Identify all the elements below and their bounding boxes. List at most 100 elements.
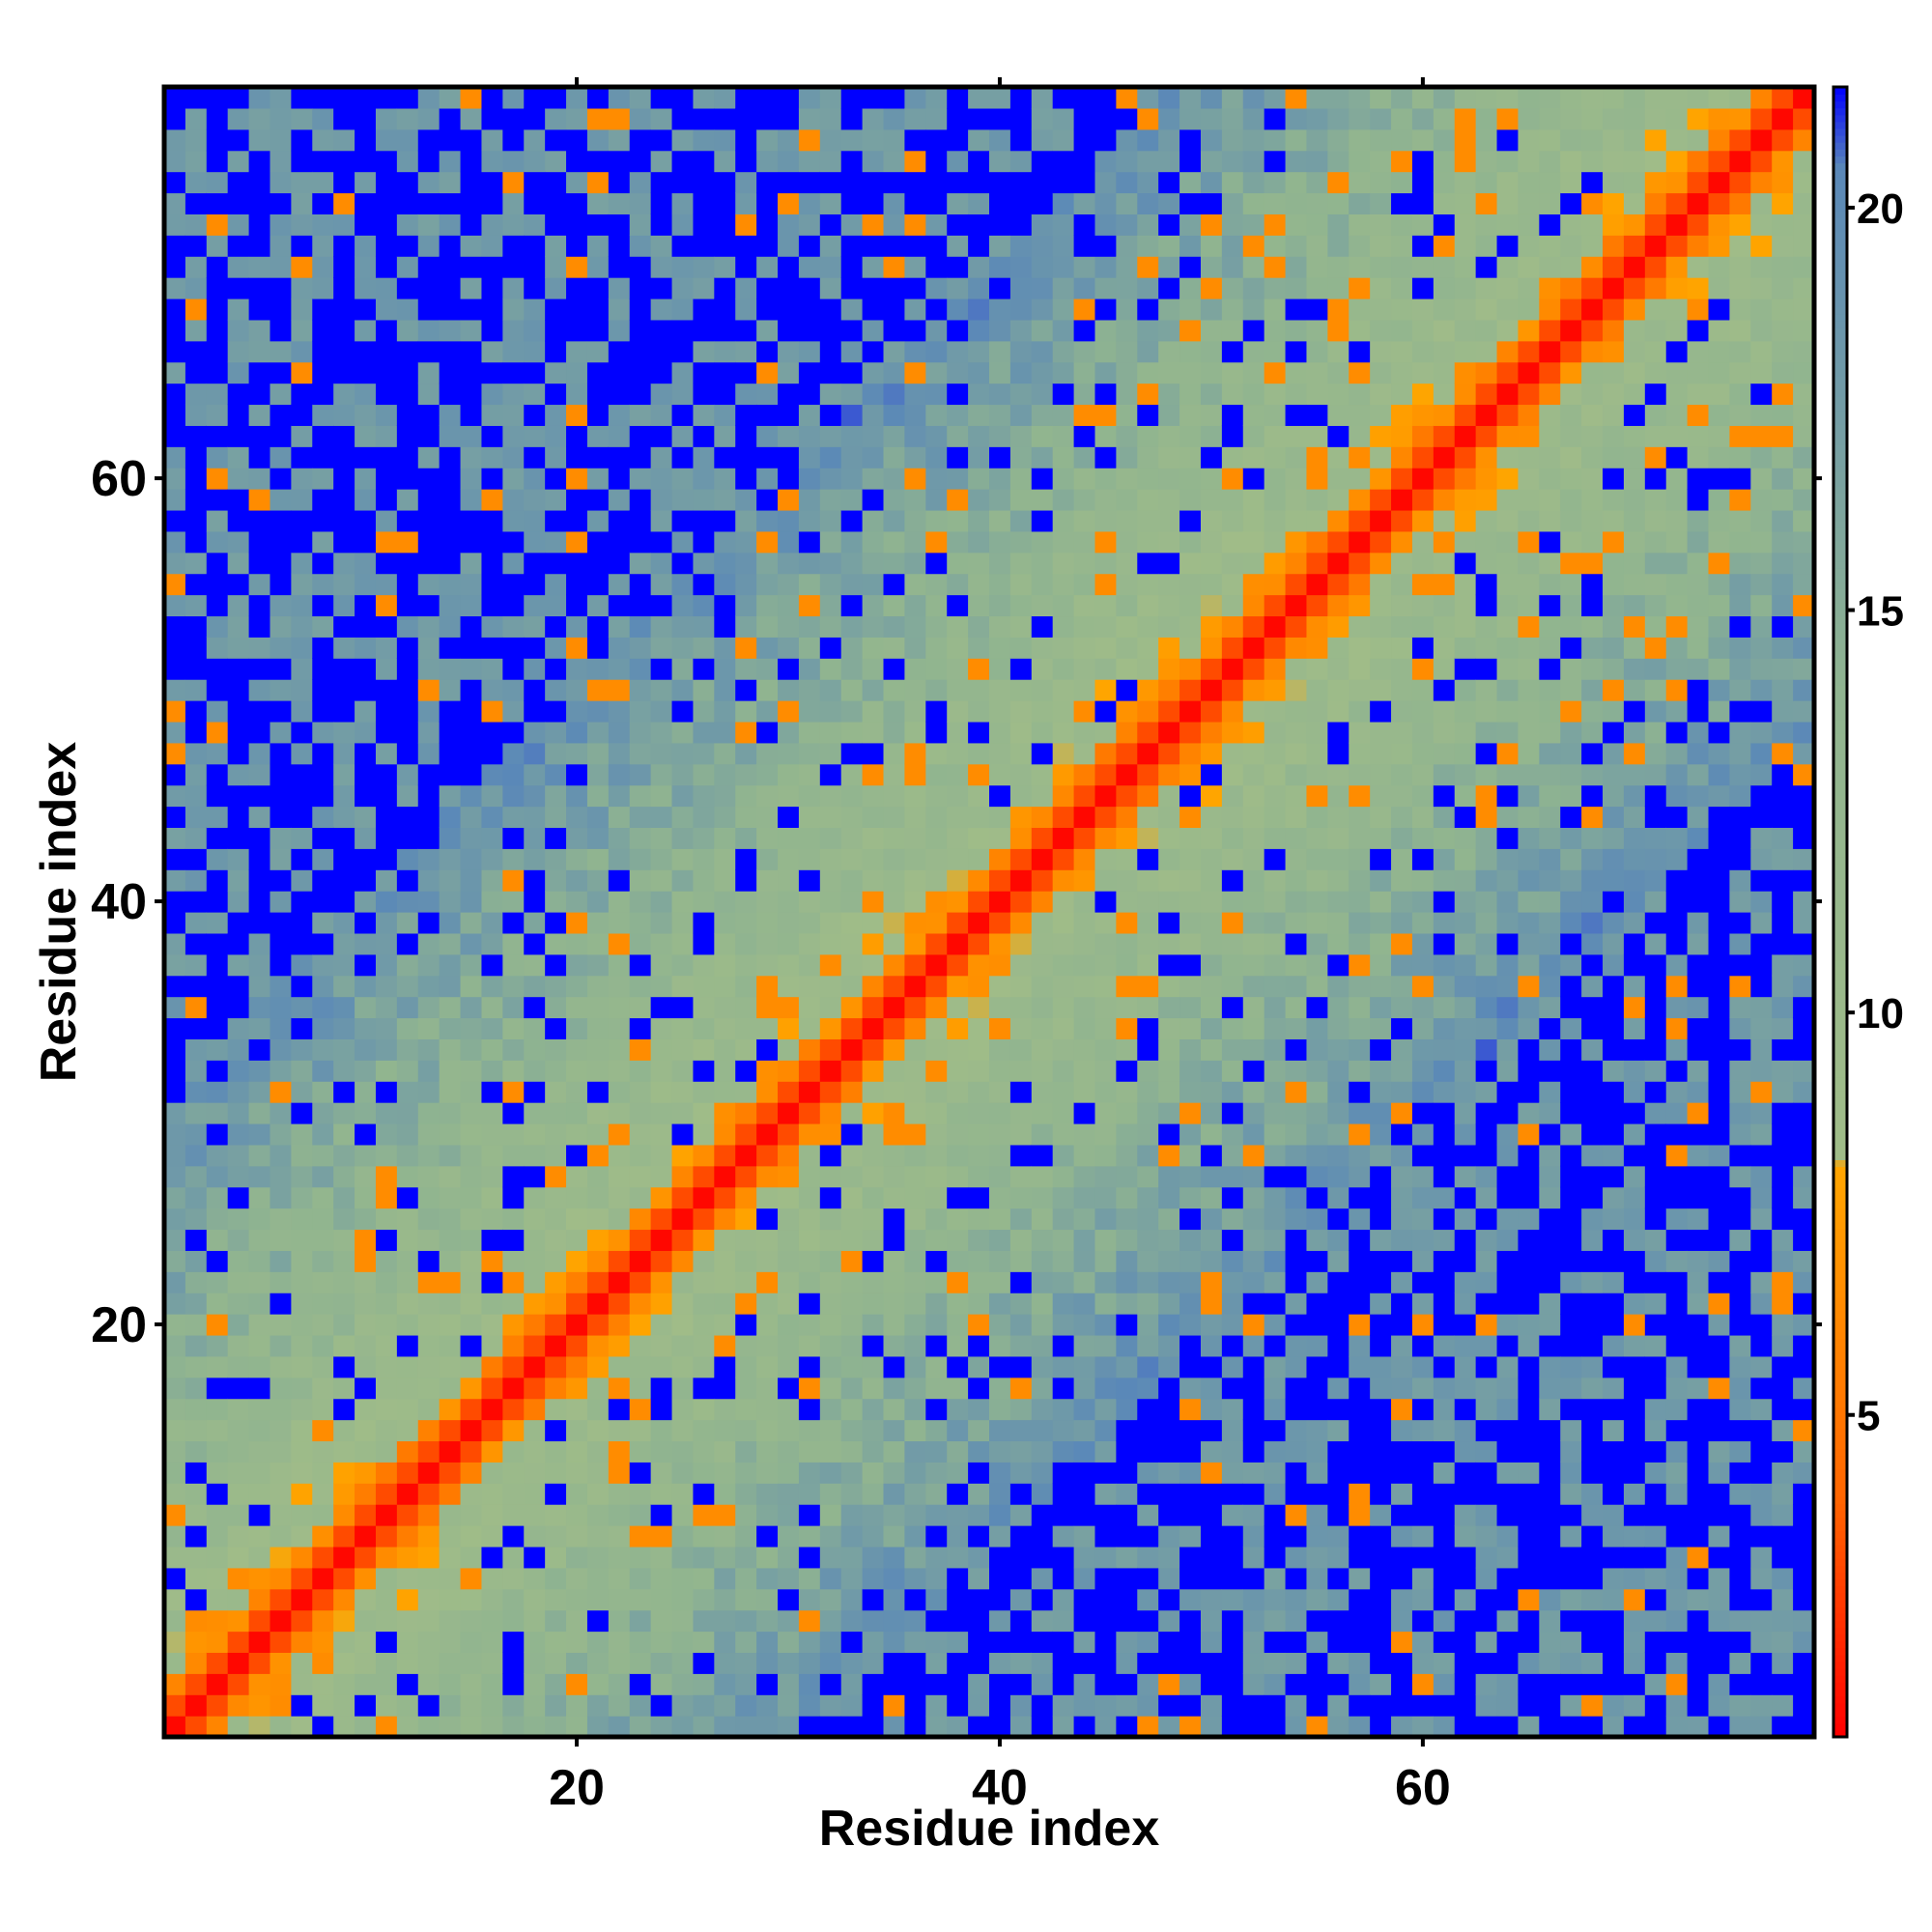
heatmap-cell	[1349, 932, 1371, 955]
heatmap-cell	[270, 256, 292, 278]
heatmap-cell	[164, 1652, 186, 1674]
heatmap-cell	[1200, 1694, 1223, 1717]
heatmap-cell	[840, 1017, 864, 1039]
heatmap-cell	[968, 1462, 990, 1484]
heatmap-cell	[291, 721, 313, 744]
heatmap-cell	[396, 277, 419, 299]
heatmap-cell	[989, 1440, 1011, 1463]
heatmap-cell	[375, 1631, 398, 1654]
heatmap-cell	[1475, 404, 1498, 426]
heatmap-cell	[1221, 1652, 1244, 1674]
heatmap-cell	[545, 1631, 567, 1654]
heatmap-cell	[227, 1081, 250, 1103]
heatmap-cell	[1116, 1208, 1138, 1231]
heatmap-cell	[608, 277, 631, 299]
heatmap-cell	[481, 784, 503, 808]
heatmap-cell	[1475, 235, 1498, 257]
heatmap-cell	[778, 361, 800, 384]
heatmap-cell	[460, 256, 483, 278]
heatmap-cell	[206, 975, 229, 998]
heatmap-cell	[1264, 827, 1287, 849]
heatmap-cell	[375, 298, 398, 321]
heatmap-cell	[1179, 383, 1202, 406]
heatmap-cell	[396, 869, 419, 892]
heatmap-cell	[1264, 509, 1287, 532]
heatmap-cell	[1370, 1271, 1392, 1293]
heatmap-cell	[735, 1293, 757, 1315]
heatmap-cell	[1242, 128, 1265, 152]
heatmap-cell	[248, 869, 271, 892]
heatmap-cell	[417, 150, 440, 173]
heatmap-cell	[355, 1483, 377, 1505]
heatmap-cell	[185, 1017, 208, 1039]
heatmap-cell	[798, 1314, 821, 1336]
heatmap-cell	[883, 1293, 906, 1315]
heatmap-cell	[270, 107, 292, 130]
heatmap-cell	[1179, 1017, 1202, 1039]
heatmap-cell	[524, 235, 546, 257]
heatmap-cell	[1370, 1588, 1392, 1611]
heatmap-cell	[819, 256, 842, 278]
heatmap-cell	[1349, 742, 1371, 765]
heatmap-cell	[1496, 869, 1520, 892]
heatmap-cell	[1031, 1673, 1054, 1695]
heatmap-cell	[1158, 1017, 1180, 1039]
heatmap-cell	[1031, 742, 1054, 765]
heatmap-cell	[883, 1186, 906, 1209]
heatmap-cell	[798, 827, 821, 849]
heatmap-cell	[227, 827, 250, 849]
heatmap-cell	[1370, 1567, 1392, 1590]
heatmap-cell	[968, 975, 990, 998]
heatmap-cell	[1349, 700, 1371, 723]
heatmap-cell	[714, 150, 736, 173]
heatmap-cell	[227, 509, 250, 532]
heatmap-cell	[1158, 1314, 1180, 1336]
heatmap-cell	[840, 932, 864, 955]
heatmap-cell	[185, 1462, 208, 1484]
heatmap-cell	[1433, 1060, 1456, 1082]
heatmap-cell	[756, 848, 779, 870]
heatmap-cell	[778, 530, 800, 554]
heatmap-cell	[693, 806, 715, 829]
heatmap-cell	[819, 509, 842, 532]
heatmap-cell	[1306, 361, 1328, 384]
heatmap-cell	[904, 1060, 926, 1082]
heatmap-cell	[1031, 1504, 1054, 1526]
heatmap-cell	[270, 827, 292, 849]
heatmap-cell	[671, 1081, 695, 1103]
heatmap-cell	[248, 700, 271, 723]
heatmap-cell	[1137, 1334, 1159, 1357]
heatmap-cell	[798, 1122, 821, 1146]
heatmap-cell	[1137, 1398, 1159, 1421]
heatmap-cell	[671, 1229, 695, 1251]
heatmap-cell	[1073, 446, 1096, 469]
heatmap-cell	[248, 932, 271, 955]
heatmap-cell	[270, 1504, 292, 1526]
heatmap-cell	[396, 1102, 419, 1124]
heatmap-cell	[819, 107, 842, 130]
heatmap-cell	[1264, 996, 1287, 1019]
heatmap-cell	[608, 806, 631, 829]
heatmap-cell	[947, 763, 969, 786]
heatmap-cell	[1158, 383, 1180, 406]
heatmap-cell	[714, 446, 736, 469]
heatmap-cell	[545, 1314, 567, 1336]
heatmap-cell	[355, 594, 377, 617]
heatmap-cell	[1327, 404, 1350, 426]
heatmap-cell	[1349, 1355, 1371, 1378]
heatmap-cell	[1327, 468, 1350, 490]
heatmap-cell	[989, 277, 1011, 299]
heatmap-cell	[1327, 1398, 1350, 1421]
heatmap-cell	[481, 891, 503, 913]
heatmap-cell	[1349, 763, 1371, 786]
heatmap-cell	[1158, 1652, 1180, 1674]
heatmap-cell	[1496, 1609, 1520, 1633]
heatmap-cell	[227, 1504, 250, 1526]
heatmap-cell	[396, 1652, 419, 1674]
heatmap-cell	[1116, 171, 1138, 194]
heatmap-cell	[947, 446, 969, 469]
heatmap-cell	[650, 383, 673, 406]
heatmap-cell	[1433, 1208, 1456, 1231]
heatmap-cell	[1285, 1652, 1308, 1674]
heatmap-cell	[1009, 361, 1033, 384]
